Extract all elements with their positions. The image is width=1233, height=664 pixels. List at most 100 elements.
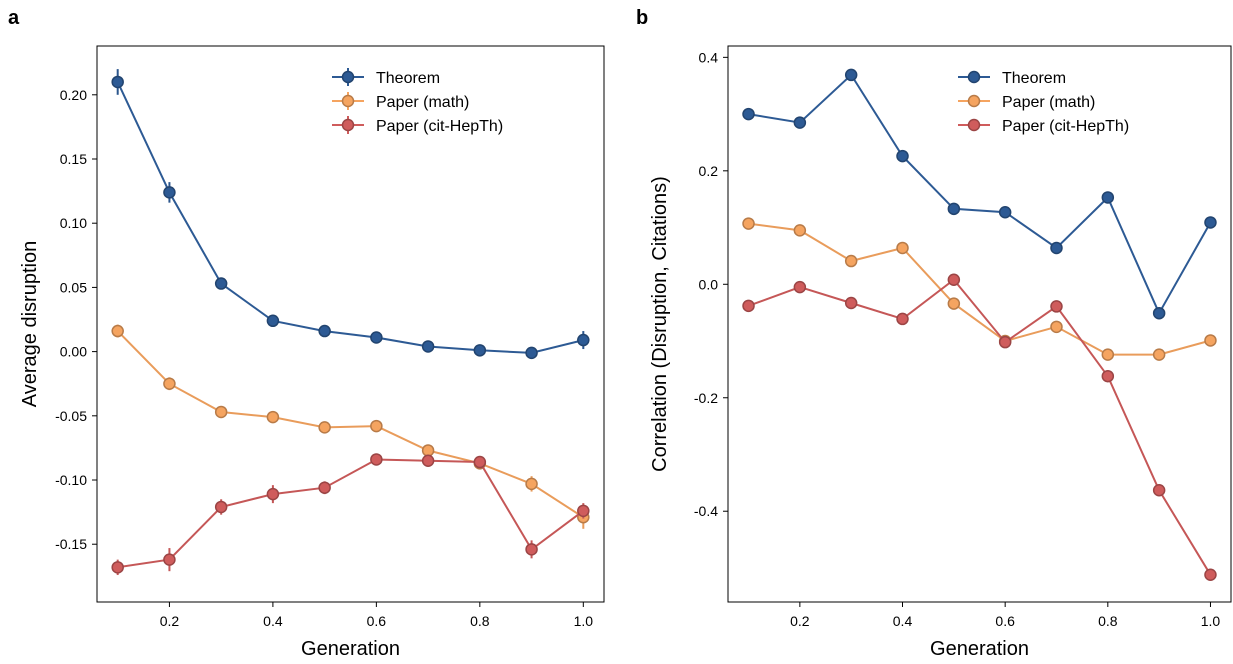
data-point [577,504,590,518]
series-line [117,458,584,569]
data-point [947,202,961,216]
panel-letter: a [8,7,20,29]
legend-label: Theorem [1002,70,1066,87]
data-point [370,331,383,344]
legend-item: Theorem [958,70,1066,87]
data-point [998,205,1012,219]
data-point [525,543,538,556]
data-point [525,477,538,491]
x-tick-label: 0.8 [470,613,490,629]
legend-marker [967,118,981,132]
data-point [111,324,124,338]
x-tick-label: 1.0 [1201,613,1221,629]
data-point [163,186,176,199]
panel-letter: b [636,7,648,29]
panel-a: a 0.2 0.4 0.6 0.8 1.0 -0.15 -0.10 -0.05 0.00 0.05 0… [8,7,605,660]
legend-item: Theorem [332,68,440,87]
y-tick-label: -0.05 [55,408,87,424]
data-point [214,277,228,290]
data-point [742,107,755,121]
data-point [214,500,228,514]
y-tick-label: -0.10 [55,472,87,488]
data-point [266,487,280,501]
legend-item: Paper (math) [958,94,1095,111]
plot-frame [727,45,1232,603]
series-line [116,81,584,354]
data-point [793,224,807,237]
data-point [473,455,487,469]
series-2 [111,453,590,576]
data-point [214,405,228,419]
data-point [421,340,435,353]
data-point [111,561,124,574]
panel-b: b 0.2 0.4 0.6 0.8 1.0 -0.4 -0.2 0.0 0.2 0.4 Generat… [636,7,1232,660]
data-point [742,217,755,230]
x-tick-label: 0.2 [160,613,180,629]
data-point [266,410,280,424]
data-point [793,280,807,294]
data-point [421,454,435,468]
data-point [1204,334,1217,347]
data-point [421,444,435,457]
y-tick-label: 0.2 [699,163,719,179]
x-tick-label: 0.6 [367,613,387,629]
x-tick-label: 0.4 [893,613,913,629]
data-point [1101,348,1115,361]
legend-label: Theorem [376,70,440,87]
data-point [896,312,909,326]
data-point [318,421,331,434]
data-point [266,314,280,328]
data-point [163,377,176,390]
data-point [1101,369,1115,383]
data-point [1152,348,1166,361]
y-tick-label: -0.15 [55,536,87,552]
y-tick-label: 0.05 [60,279,87,295]
y-tick-label: 0.20 [60,87,87,103]
data-point [525,346,538,360]
legend-label: Paper (math) [1002,94,1095,111]
series-line [748,73,1212,316]
legend: Theorem Paper (math) Paper (cit-HepTh) [332,68,503,135]
series-0 [742,68,1217,320]
legend-label: Paper (cit-HepTh) [1002,118,1129,135]
data-point [318,324,331,338]
data-point [1050,241,1063,255]
data-point [111,75,124,89]
x-tick-label: 0.6 [995,613,1015,629]
y-tick-label: 0.0 [699,276,719,292]
legend: Theorem Paper (math) Paper (cit-HepTh) [958,70,1129,135]
data-point [896,241,909,255]
y-tick-label: -0.4 [694,503,718,519]
data-point [370,453,383,466]
series-line [116,330,584,519]
series-line [748,222,1211,356]
data-point [793,116,807,129]
data-point [370,419,383,433]
series-2 [742,273,1217,582]
data-point [998,335,1012,349]
x-tick-label: 0.4 [263,613,283,629]
data-point [1050,300,1063,313]
data-point [1204,216,1217,229]
y-axis-label: Correlation (Disruption, Citations) [649,176,671,472]
x-axis-label: Generation [301,638,400,660]
data-point [947,273,961,286]
data-point [742,299,755,313]
data-point [1050,320,1063,334]
x-tick-label: 1.0 [574,613,594,629]
legend-label: Paper (cit-HepTh) [376,118,503,135]
y-tick-label: 0.4 [699,49,719,65]
x-tick-label: 0.8 [1098,613,1118,629]
x-tick-label: 0.2 [790,613,810,629]
data-point [1101,191,1115,204]
legend-marker [341,70,355,84]
y-tick-label: -0.2 [694,390,718,406]
legend-marker [967,94,981,108]
plot-frame [96,45,605,603]
data-point [1204,568,1217,582]
data-point [844,254,858,268]
data-point [947,297,961,310]
series-1 [111,324,590,529]
legend-marker [341,118,355,132]
